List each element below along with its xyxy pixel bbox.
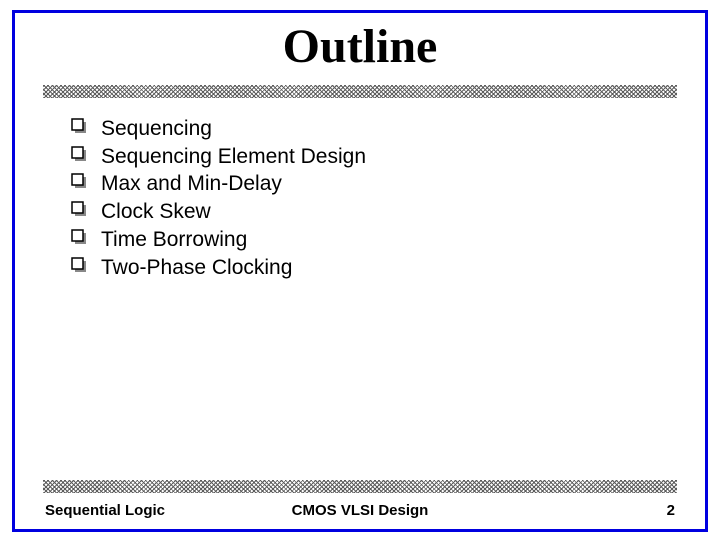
slide: Outline Sequencing Sequencing Element De… <box>0 0 720 540</box>
list-item: Sequencing <box>71 115 665 143</box>
footer-left: Sequential Logic <box>45 502 165 519</box>
divider-top <box>43 85 677 98</box>
list-item-label: Max and Min-Delay <box>101 170 282 198</box>
list-item: Clock Skew <box>71 198 665 226</box>
list-item: Sequencing Element Design <box>71 143 665 171</box>
slide-frame: Outline Sequencing Sequencing Element De… <box>12 10 708 532</box>
list-item-label: Clock Skew <box>101 198 211 226</box>
list-item-label: Sequencing Element Design <box>101 143 366 171</box>
list-item: Two-Phase Clocking <box>71 254 665 282</box>
list-item: Max and Min-Delay <box>71 170 665 198</box>
list-item-label: Time Borrowing <box>101 226 247 254</box>
slide-title: Outline <box>45 23 675 71</box>
slide-number: 2 <box>667 502 675 519</box>
square-bullet-icon <box>71 257 87 273</box>
square-bullet-icon <box>71 173 87 189</box>
square-bullet-icon <box>71 229 87 245</box>
outline-list: Sequencing Sequencing Element Design Max… <box>71 115 665 281</box>
footer-center: CMOS VLSI Design <box>292 502 429 519</box>
list-item-label: Sequencing <box>101 115 212 143</box>
slide-footer: Sequential Logic CMOS VLSI Design 2 <box>45 502 675 519</box>
list-item-label: Two-Phase Clocking <box>101 254 292 282</box>
list-item: Time Borrowing <box>71 226 665 254</box>
square-bullet-icon <box>71 201 87 217</box>
divider-bottom <box>43 480 677 493</box>
square-bullet-icon <box>71 118 87 134</box>
square-bullet-icon <box>71 146 87 162</box>
